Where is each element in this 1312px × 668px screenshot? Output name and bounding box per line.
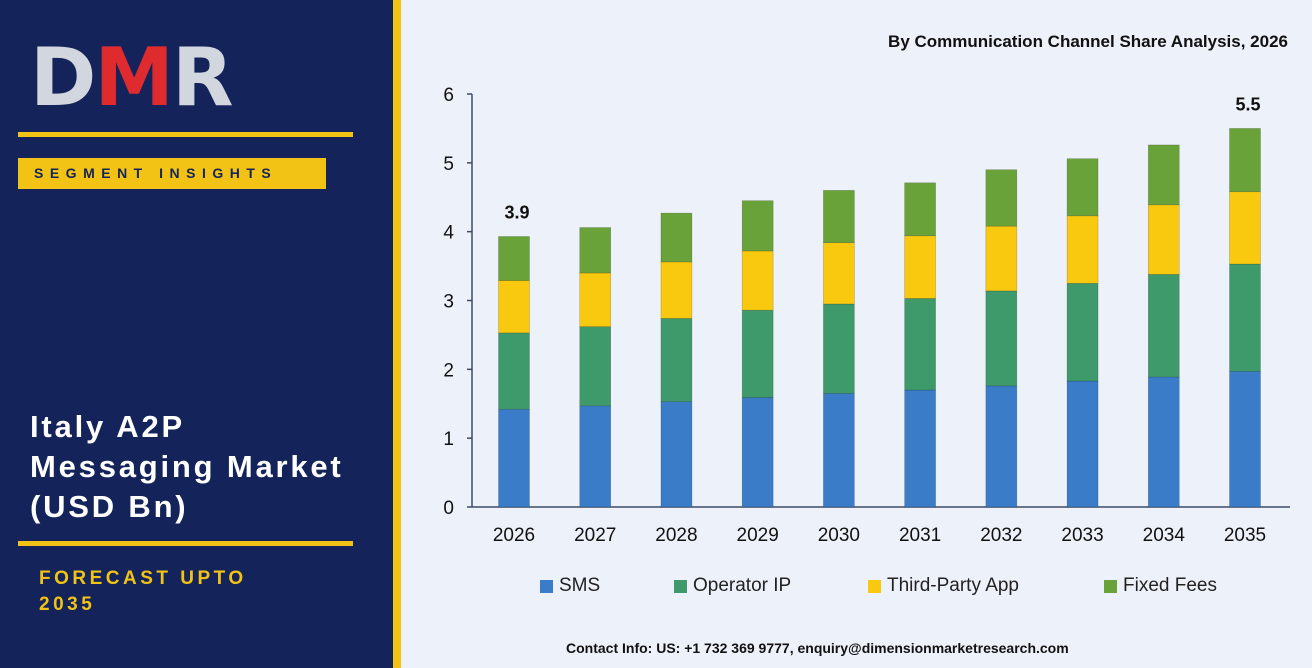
legend-swatch — [868, 579, 881, 593]
bar-segment-third-party-app — [1147, 204, 1180, 275]
y-tick-label: 1 — [443, 429, 454, 450]
bar-segment-operator-ip — [1229, 263, 1261, 372]
x-tick-label: 2032 — [980, 525, 1022, 546]
bar-segment-third-party-app — [985, 225, 1018, 292]
report-title-line-3: (USD Bn) — [30, 489, 189, 524]
legend-label: SMS — [559, 575, 601, 596]
segment-insights-badge: SEGMENT INSIGHTS — [18, 158, 326, 189]
bar-segment-operator-ip — [823, 303, 855, 394]
segment-insights-label: SEGMENT INSIGHTS — [34, 165, 278, 181]
y-tick-label: 2 — [443, 360, 454, 381]
legend-label: Fixed Fees — [1123, 575, 1217, 596]
bar-segment-operator-ip — [741, 309, 774, 398]
y-tick-label: 0 — [443, 498, 454, 519]
x-tick-label: 2035 — [1224, 525, 1266, 546]
bar-segment-operator-ip — [904, 298, 936, 391]
bar-segment-third-party-app — [660, 261, 693, 319]
data-label: 3.9 — [504, 202, 529, 222]
logo-letter-m: M — [94, 31, 174, 124]
brand-panel: DMR SEGMENT INSIGHTS Italy A2P Messaging… — [0, 0, 393, 668]
bar-segment-fixed-fees — [1229, 128, 1261, 193]
bar-segment-third-party-app — [498, 280, 530, 334]
gold-divider-bottom — [18, 541, 353, 546]
bar-segment-sms — [1229, 371, 1261, 508]
bar-segment-operator-ip — [498, 332, 530, 410]
bar-segment-fixed-fees — [498, 236, 530, 281]
bar-segment-fixed-fees — [741, 200, 774, 252]
logo-letter-d: D — [30, 31, 96, 124]
bar-segment-operator-ip — [1066, 282, 1099, 382]
x-tick-label: 2026 — [493, 525, 535, 546]
bar-segment-sms — [823, 393, 855, 508]
contact-info: Contact Info: US: +1 732 369 9777, enqui… — [566, 640, 1069, 656]
y-tick-label: 4 — [443, 223, 454, 244]
legend-item-operator-ip: Operator IP — [674, 575, 791, 597]
report-title: Italy A2P Messaging Market (USD Bn) — [30, 407, 370, 527]
forecast-label: FORECAST UPTO 2035 — [39, 566, 247, 618]
y-tick-label: 3 — [443, 292, 454, 313]
legend-swatch — [1104, 579, 1117, 593]
bar-segment-fixed-fees — [579, 227, 612, 274]
bar-segment-operator-ip — [579, 326, 612, 407]
bar-segment-sms — [904, 389, 936, 508]
bar-segment-sms — [579, 405, 612, 508]
bar-segment-fixed-fees — [1066, 158, 1099, 217]
bar-segment-fixed-fees — [823, 190, 855, 243]
x-tick-label: 2034 — [1143, 525, 1186, 546]
bar-segment-operator-ip — [985, 290, 1018, 387]
chart-title: By Communication Channel Share Analysis,… — [888, 32, 1288, 51]
x-tick-label: 2031 — [899, 525, 941, 546]
dmr-logo: DMR — [30, 38, 234, 118]
bar-segment-operator-ip — [660, 318, 693, 402]
forecast-line-1: FORECAST UPTO — [39, 568, 247, 589]
x-tick-label: 2033 — [1061, 525, 1103, 546]
bar-segment-third-party-app — [741, 250, 774, 311]
legend-item-sms: SMS — [540, 575, 600, 597]
bar-segment-sms — [985, 385, 1018, 508]
stacked-bar-chart: 0 1 2 3 4 5 6 2026 2027 2028 2029 2030 2031 2032 2033 2… — [443, 85, 1290, 546]
chart-legend: SMS Operator IP Third-Party App Fixed Fees — [540, 575, 1240, 599]
bar-segment-fixed-fees — [904, 182, 936, 237]
legend-label: Third-Party App — [887, 575, 1019, 596]
legend-label: Operator IP — [693, 575, 792, 596]
gold-edge-stripe — [393, 0, 401, 668]
x-tick-label: 2027 — [574, 525, 616, 546]
bar-segment-third-party-app — [823, 242, 855, 305]
legend-item-fixed-fees: Fixed Fees — [1104, 575, 1217, 597]
logo-letter-r: R — [172, 31, 234, 124]
bar-segment-sms — [1147, 376, 1180, 508]
legend-item-third-party-app: Third-Party App — [868, 575, 1019, 597]
bar-segment-third-party-app — [1066, 215, 1099, 284]
bar-segment-third-party-app — [1229, 191, 1261, 265]
data-label: 5.5 — [1235, 94, 1260, 114]
bar-segment-fixed-fees — [1147, 144, 1180, 206]
x-tick-label: 2028 — [655, 525, 697, 546]
bar-segment-sms — [1066, 380, 1099, 508]
bar-segment-fixed-fees — [985, 169, 1018, 227]
report-title-line-1: Italy A2P — [30, 409, 185, 444]
gold-divider-top — [18, 132, 353, 137]
report-title-line-2: Messaging Market — [30, 449, 344, 484]
bar-segment-sms — [498, 408, 530, 508]
legend-swatch — [674, 579, 687, 593]
bar-segment-sms — [660, 401, 693, 508]
bar-segment-sms — [741, 397, 774, 508]
bar-segment-fixed-fees — [660, 212, 693, 263]
bar-segment-third-party-app — [579, 272, 612, 327]
y-tick-label: 5 — [443, 154, 454, 175]
x-tick-label: 2029 — [737, 525, 779, 546]
forecast-line-2: 2035 — [39, 594, 96, 615]
y-tick-label: 6 — [443, 85, 454, 106]
bar-segment-third-party-app — [904, 235, 936, 299]
legend-swatch — [540, 579, 553, 593]
bar-segment-operator-ip — [1147, 274, 1180, 378]
x-tick-label: 2030 — [818, 525, 860, 546]
